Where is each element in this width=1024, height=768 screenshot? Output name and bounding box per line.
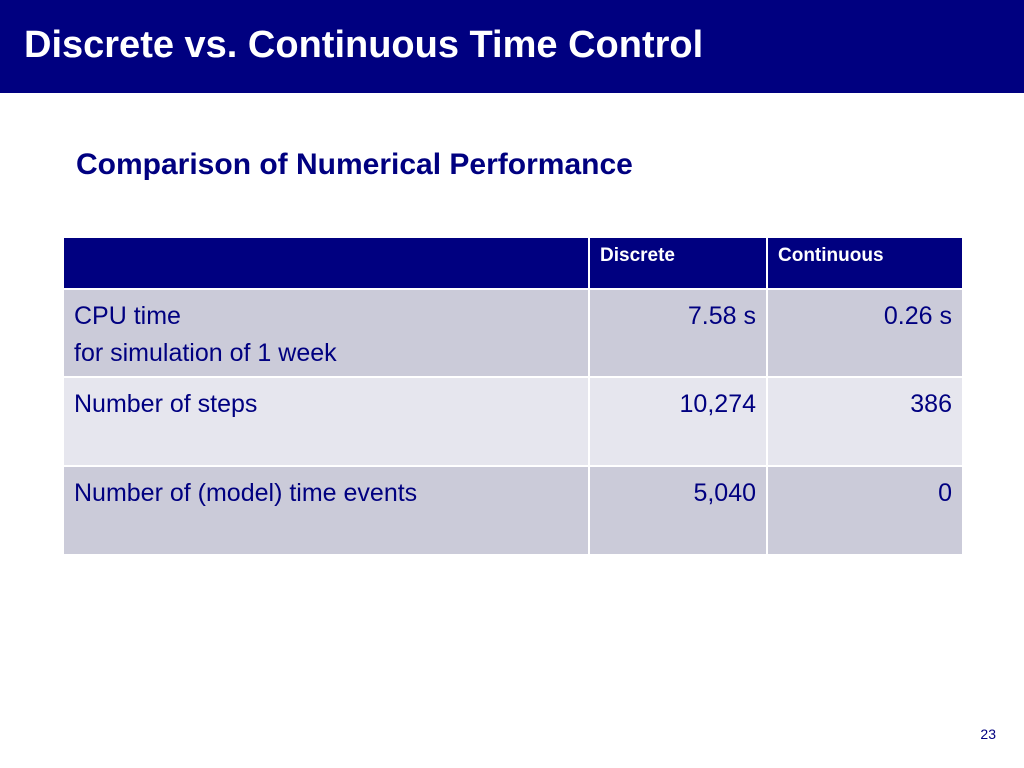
title-bar: Discrete vs. Continuous Time Control [0, 0, 1024, 93]
header-continuous: Continuous [766, 236, 964, 290]
header-empty [62, 236, 590, 290]
row-label-line: Number of steps [74, 390, 258, 418]
header-discrete: Discrete [588, 236, 768, 290]
page-number: 23 [980, 726, 996, 742]
row-label: CPU time for simulation of 1 week [62, 288, 590, 378]
row-label-line: CPU time [74, 302, 181, 330]
discrete-value: 7.58 s [588, 288, 768, 378]
table-header-row: Discrete Continuous [62, 236, 964, 290]
slide-subtitle: Comparison of Numerical Performance [76, 148, 633, 181]
slide-title: Discrete vs. Continuous Time Control [24, 24, 704, 66]
table-row: Number of steps 10,274 386 [62, 376, 964, 467]
discrete-value: 5,040 [588, 465, 768, 556]
table-row: CPU time for simulation of 1 week 7.58 s… [62, 288, 964, 378]
row-label-line: Number of (model) time events [74, 479, 418, 507]
discrete-value: 10,274 [588, 376, 768, 467]
continuous-value: 0 [766, 465, 964, 556]
performance-table: Discrete Continuous CPU time for simulat… [62, 236, 964, 556]
row-label: Number of steps [62, 376, 590, 467]
row-label-line: for simulation of 1 week [74, 339, 337, 367]
continuous-value: 386 [766, 376, 964, 467]
row-label: Number of (model) time events [62, 465, 590, 556]
continuous-value: 0.26 s [766, 288, 964, 378]
table-row: Number of (model) time events 5,040 0 [62, 465, 964, 556]
